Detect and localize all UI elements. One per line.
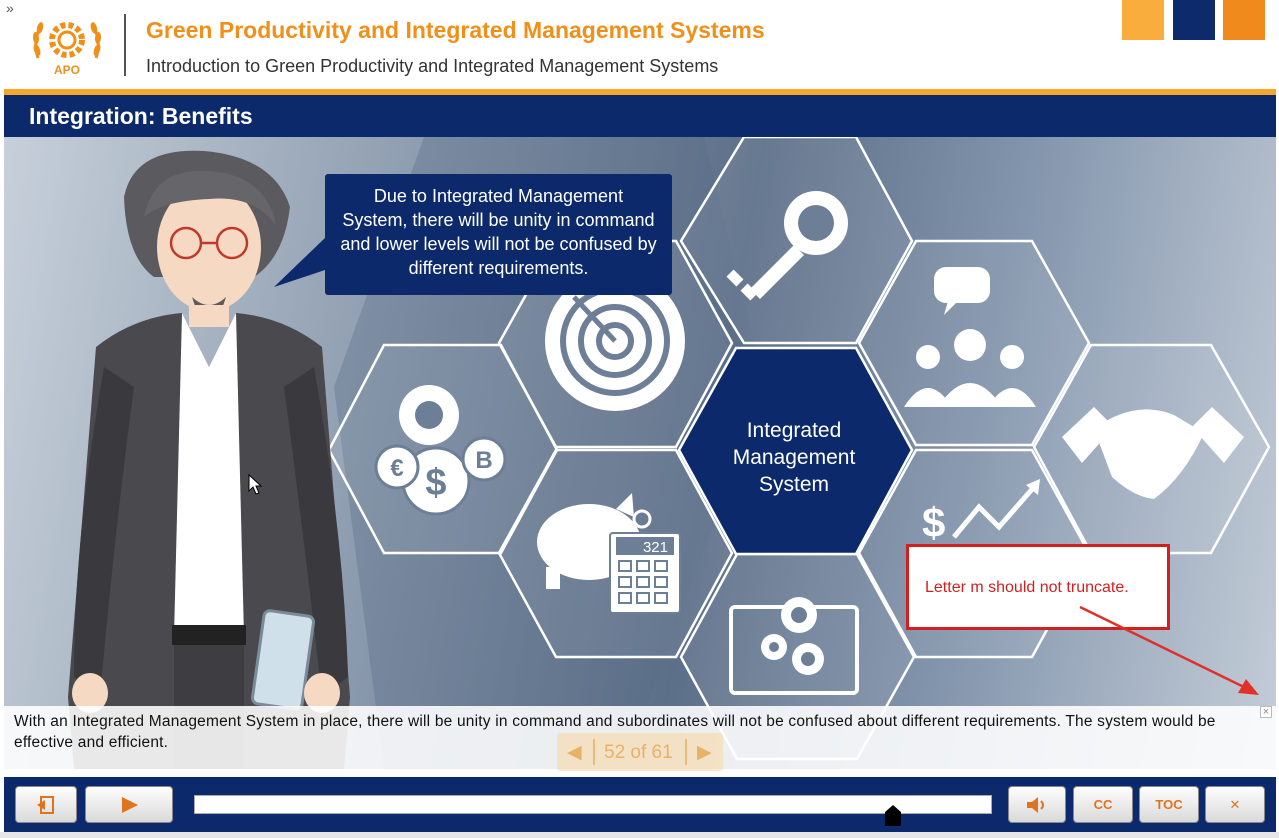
center-hexagon-label: Integrated Management System — [732, 419, 856, 496]
slide-pager: ◀ 52 of 61 ▶ — [557, 733, 723, 771]
exit-button[interactable] — [15, 786, 77, 823]
review-comment-box: Letter m should not truncate. — [906, 544, 1170, 630]
play-icon — [122, 796, 138, 813]
speech-bubble-tail — [274, 237, 334, 287]
progress-bar[interactable] — [194, 795, 992, 814]
hex-center — [677, 346, 914, 556]
growth-chart-icon: $ — [922, 479, 1040, 546]
close-button[interactable]: ✕ — [1205, 786, 1265, 823]
expand-menu-icon[interactable]: » — [6, 0, 14, 16]
caption-close-button[interactable]: × — [1260, 706, 1272, 718]
mouse-cursor-icon — [248, 474, 263, 495]
caption-text: With an Integrated Management System in … — [14, 713, 1216, 751]
svg-text:B: B — [475, 447, 492, 474]
svg-text:€: € — [390, 455, 403, 482]
currency-gears-icon: $ € B — [374, 385, 507, 516]
course-title: Green Productivity and Integrated Manage… — [146, 17, 765, 43]
calculator-display: 321 — [643, 539, 668, 556]
hexagon-graphic: $ 321 — [68, 137, 1271, 769]
speaker-icon — [1027, 796, 1044, 813]
slide-stage: $ 321 — [4, 137, 1276, 769]
slide-counter: 52 of 61 — [604, 742, 673, 763]
next-slide-button[interactable]: ▶ — [697, 742, 712, 763]
apo-logo: APO — [32, 22, 102, 77]
cc-button[interactable]: CC — [1073, 786, 1133, 823]
bottom-strip — [0, 832, 1279, 838]
svg-text:$: $ — [922, 499, 945, 546]
header-divider — [124, 14, 126, 76]
slide-title: Integration: Benefits — [29, 103, 253, 129]
exit-icon — [37, 795, 54, 814]
logo-text: APO — [54, 63, 80, 77]
presenter-character — [68, 150, 350, 769]
previous-slide-button[interactable]: ◀ — [567, 742, 582, 763]
brand-square-orange — [1223, 0, 1265, 40]
target-icon — [545, 271, 685, 411]
pager-divider — [685, 739, 687, 765]
speech-bubble: Due to Integrated Management System, the… — [325, 174, 672, 295]
toc-button[interactable]: TOC — [1139, 786, 1199, 823]
volume-button[interactable] — [1008, 786, 1066, 823]
course-subtitle: Introduction to Green Productivity and I… — [146, 56, 719, 76]
player-control-bar: CC TOC ✕ — [4, 777, 1276, 832]
brand-square-navy — [1173, 0, 1215, 40]
svg-text:$: $ — [425, 462, 446, 504]
brand-square-light-orange — [1122, 0, 1164, 40]
key-icon — [726, 191, 848, 301]
piggy-bank-calculator-icon: 321 — [537, 493, 681, 614]
progress-scrubber-handle[interactable] — [883, 805, 903, 827]
header-accent-line — [4, 89, 1276, 95]
play-button[interactable] — [85, 786, 173, 823]
pager-divider — [593, 739, 595, 765]
chat-team-icon — [904, 267, 1036, 407]
gear-monitor-icon — [729, 597, 859, 695]
slide-title-bar: Integration: Benefits — [4, 95, 1276, 137]
handshake-icon — [1062, 407, 1244, 499]
